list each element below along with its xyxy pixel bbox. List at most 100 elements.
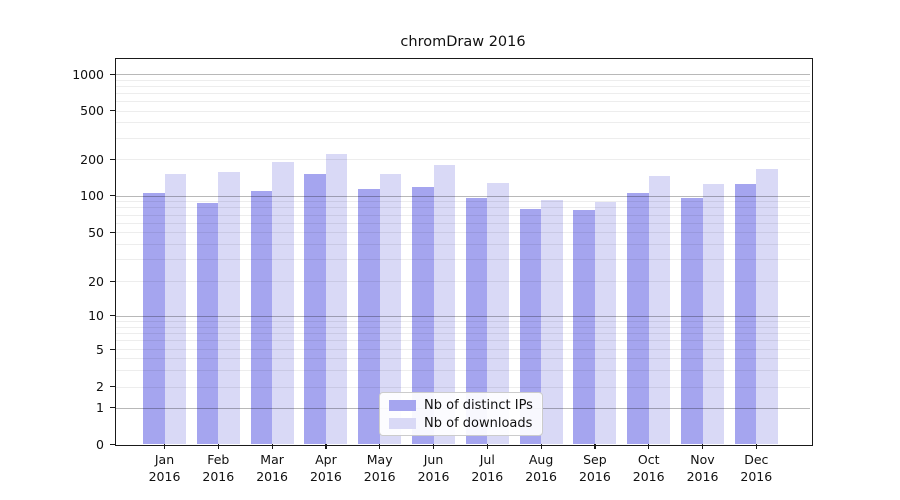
- bar-downloads-jul: [487, 183, 509, 445]
- bar-distinct-ips-may: [358, 189, 380, 445]
- minor-gridline: [116, 340, 810, 342]
- x-tick-label: Mar 2016: [256, 452, 288, 484]
- x-tick-mark: [433, 444, 435, 450]
- x-tick-label: Apr 2016: [309, 452, 342, 484]
- x-tick-mark: [755, 444, 757, 450]
- major-gridline: [116, 74, 810, 75]
- x-tick-mark: [594, 444, 596, 450]
- y-tick-label: 200: [80, 151, 104, 167]
- minor-gridline: [116, 110, 810, 112]
- bar-distinct-ips-sep: [573, 210, 595, 445]
- minor-gridline: [116, 281, 810, 282]
- bar-downloads-dec: [756, 168, 778, 445]
- y-tick-mark: [110, 386, 115, 388]
- minor-gridline: [116, 79, 810, 81]
- y-tick-label: 1000: [72, 66, 104, 82]
- chart-title: chromDraw 2016: [400, 34, 526, 50]
- minor-gridline: [116, 85, 810, 87]
- legend-swatch-distinct-ips: [389, 399, 416, 411]
- bar-downloads-sep: [594, 201, 617, 445]
- bar-distinct-ips-jun: [412, 186, 434, 445]
- y-tick-mark: [110, 315, 115, 317]
- legend-label: Nb of downloads: [424, 415, 533, 431]
- minor-gridline: [116, 332, 810, 334]
- x-tick-label: May 2016: [363, 452, 396, 484]
- x-tick-label: Oct 2016: [632, 452, 665, 484]
- minor-gridline: [116, 320, 810, 322]
- x-tick-label: Jun 2016: [417, 452, 450, 484]
- legend-label: Nb of distinct IPs: [424, 397, 533, 413]
- y-tick-mark: [110, 195, 115, 197]
- y-tick-mark: [110, 443, 115, 445]
- bar-downloads-jan: [164, 173, 186, 445]
- y-tick-mark: [110, 158, 115, 160]
- y-tick-label: 1: [96, 400, 104, 416]
- legend-item: Nb of downloads: [389, 416, 533, 431]
- major-gridline: [116, 195, 810, 197]
- bar-downloads-may: [379, 174, 402, 445]
- legend: Nb of distinct IPs Nb of downloads: [379, 392, 543, 436]
- x-tick-mark: [540, 444, 542, 450]
- minor-gridline: [116, 232, 810, 234]
- y-tick-label: 500: [80, 103, 104, 119]
- x-tick-label: Dec 2016: [740, 452, 773, 484]
- minor-gridline: [116, 207, 810, 209]
- x-tick-mark: [217, 444, 219, 450]
- minor-gridline: [116, 201, 810, 203]
- minor-gridline: [116, 386, 810, 388]
- minor-gridline: [116, 137, 810, 139]
- bar-downloads-feb: [218, 171, 240, 445]
- x-tick-label: Aug 2016: [525, 452, 557, 484]
- x-tick-mark: [648, 444, 650, 450]
- x-tick-label: Jan 2016: [148, 452, 181, 484]
- bar-distinct-ips-jan: [143, 193, 165, 445]
- minor-gridline: [116, 326, 810, 328]
- y-tick-label: 5: [96, 341, 104, 357]
- bar-downloads-mar: [272, 161, 294, 445]
- x-tick-mark: [702, 444, 704, 450]
- minor-gridline: [116, 358, 810, 360]
- bar-downloads-nov: [702, 183, 724, 445]
- y-tick-mark: [110, 407, 115, 409]
- legend-swatch-downloads: [389, 417, 416, 429]
- y-tick-mark: [110, 73, 115, 75]
- bar-distinct-ips-nov: [681, 197, 703, 445]
- bar-distinct-ips-jul: [465, 197, 488, 445]
- y-tick-label: 2: [96, 379, 104, 395]
- bar-downloads-oct: [648, 175, 671, 445]
- minor-gridline: [116, 222, 810, 224]
- y-tick-mark: [110, 110, 115, 112]
- bar-distinct-ips-dec: [734, 183, 757, 445]
- minor-gridline: [116, 214, 810, 216]
- x-tick-label: Sep 2016: [578, 452, 611, 484]
- bar-distinct-ips-oct: [627, 193, 649, 445]
- y-tick-mark: [110, 231, 115, 233]
- x-tick-mark: [271, 444, 273, 450]
- y-tick-label: 0: [96, 436, 104, 452]
- minor-gridline: [116, 244, 810, 246]
- minor-gridline: [116, 349, 810, 351]
- x-tick-label: Nov 2016: [686, 452, 719, 484]
- bar-distinct-ips-mar: [250, 190, 273, 445]
- bar-downloads-aug: [541, 199, 563, 445]
- x-tick-mark: [379, 444, 381, 450]
- x-tick-mark: [164, 444, 166, 450]
- y-tick-label: 50: [88, 224, 104, 240]
- legend-item: Nb of distinct IPs: [389, 398, 533, 413]
- x-tick-mark: [486, 444, 488, 450]
- minor-gridline: [116, 159, 810, 160]
- y-tick-label: 10: [88, 308, 104, 324]
- bar-downloads-jun: [433, 164, 455, 445]
- bar-distinct-ips-apr: [304, 173, 326, 445]
- y-tick-mark: [110, 348, 115, 350]
- y-tick-mark: [110, 280, 115, 282]
- minor-gridline: [116, 92, 810, 94]
- x-tick-label: Feb 2016: [202, 452, 235, 484]
- minor-gridline: [116, 122, 810, 124]
- bar-downloads-apr: [325, 153, 348, 445]
- bar-distinct-ips-feb: [196, 203, 219, 445]
- x-tick-mark: [325, 444, 327, 450]
- minor-gridline: [116, 259, 810, 261]
